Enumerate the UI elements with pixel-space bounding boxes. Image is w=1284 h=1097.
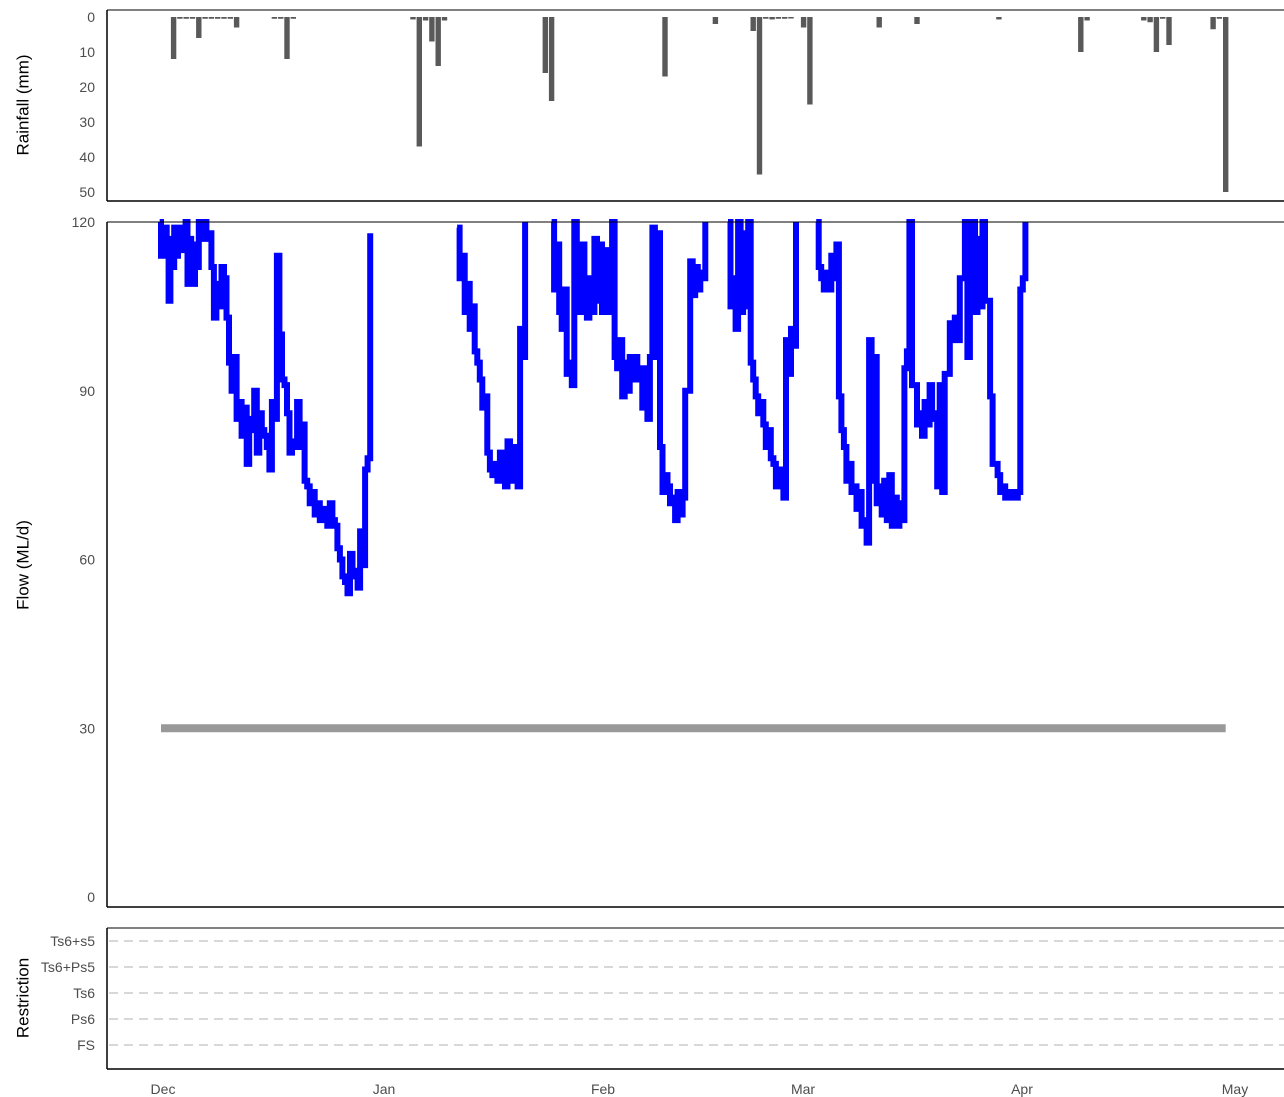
rainfall-panel: 0 10 20 30 40 50 Rainfall (mm) (13, 9, 1284, 202)
flow-y-tick-label: 30 (79, 720, 95, 736)
rainfall-bar (712, 17, 719, 24)
rainfall-bar (416, 17, 422, 147)
rainfall-bar (410, 17, 416, 20)
x-month-label: Apr (1011, 1081, 1033, 1097)
rainfall-y-tick-label: 40 (79, 149, 95, 165)
rainfall-bar (189, 17, 196, 19)
x-axis-month-labels: Dec Jan Feb Mar Apr May (151, 1081, 1249, 1097)
rainfall-bar (800, 17, 807, 28)
rainfall-bar (807, 17, 813, 105)
rainfall-y-ticks: 0 10 20 30 40 50 (79, 9, 95, 200)
restriction-category-label: Ts6 (73, 985, 95, 1001)
restriction-category-label: FS (77, 1037, 95, 1053)
rainfall-bar (215, 17, 221, 19)
rainfall-bar (1141, 17, 1147, 21)
rainfall-bar (208, 17, 215, 19)
rainfall-bar (1084, 17, 1090, 21)
flow-line (551, 219, 709, 524)
rainfall-bar (1216, 17, 1223, 19)
rainfall-bar (782, 17, 788, 19)
rainfall-bar (914, 17, 920, 24)
x-month-label: Jan (373, 1081, 396, 1097)
restriction-panel: Ts6+s5 Ts6+Ps5 Ts6 Ps6 FS Restriction (13, 927, 1284, 1070)
x-month-label: Mar (791, 1081, 815, 1097)
x-month-label: May (1222, 1081, 1248, 1097)
rainfall-bars (170, 17, 1229, 192)
rainfall-bar (763, 17, 769, 19)
flow-y-tick-label: 0 (87, 889, 95, 905)
rainfall-bar (170, 17, 177, 59)
rainfall-bar (227, 17, 233, 19)
rainfall-bar (233, 17, 240, 28)
rainfall-bar (662, 17, 668, 77)
rainfall-bar (1160, 17, 1166, 19)
x-month-label: Feb (591, 1081, 615, 1097)
rainfall-bar (202, 17, 208, 19)
flow-y-tick-label: 60 (79, 552, 95, 568)
flow-panel: 0 30 60 90 120 Flow (ML/d) (13, 214, 1284, 908)
rainfall-bar (775, 17, 782, 19)
rainfall-y-tick-label: 20 (79, 79, 95, 95)
rainfall-bar (1210, 17, 1216, 30)
rainfall-y-tick-label: 10 (79, 44, 95, 60)
rainfall-bar (1153, 17, 1160, 52)
flow-y-tick-label: 120 (72, 214, 96, 230)
rainfall-bar (435, 17, 441, 66)
rainfall-bar (422, 17, 429, 21)
rainfall-y-tick-label: 0 (87, 9, 95, 25)
restriction-category-label: Ps6 (71, 1011, 95, 1027)
rainfall-bar (429, 17, 435, 42)
rainfall-bar (177, 17, 183, 19)
rainfall-bar (756, 17, 763, 175)
rainfall-bar (1147, 17, 1153, 23)
rainfall-bar (996, 17, 1002, 20)
rainfall-bar (1223, 17, 1229, 192)
rainfall-y-tick-label: 50 (79, 184, 95, 200)
rainfall-y-tick-label: 30 (79, 114, 95, 130)
x-month-label: Dec (151, 1081, 176, 1097)
rainfall-bar (1166, 17, 1172, 45)
rainfall-bar (769, 17, 775, 20)
restriction-category-label: Ts6+s5 (50, 933, 95, 949)
rainfall-bar (750, 17, 756, 31)
rainfall-bar (542, 17, 548, 73)
rainfall-bar (788, 17, 794, 19)
flow-y-ticks: 0 30 60 90 120 (72, 214, 96, 905)
restriction-y-axis-title: Restriction (13, 958, 32, 1038)
rainfall-bar (441, 17, 448, 21)
restriction-category-label: Ts6+Ps5 (41, 959, 95, 975)
restriction-gridlines (109, 940, 1284, 1046)
rainfall-bar (284, 17, 290, 59)
rainfall-bar (221, 17, 227, 19)
rainfall-bar (876, 17, 882, 28)
flow-y-tick-label: 90 (79, 383, 95, 399)
flow-line (815, 219, 1029, 546)
flow-line (456, 222, 529, 490)
rainfall-y-axis-title: Rainfall (mm) (13, 54, 32, 155)
rainfall-bar (196, 17, 202, 38)
rainfall-bar (278, 17, 284, 19)
flow-y-axis-title: Flow (ML/d) (13, 520, 32, 610)
flow-line (158, 219, 374, 597)
rainfall-bar (290, 17, 296, 19)
rainfall-bar (548, 17, 555, 101)
rainfall-bar (271, 17, 278, 19)
restriction-y-ticks: Ts6+s5 Ts6+Ps5 Ts6 Ps6 FS (41, 933, 95, 1053)
rainfall-bar (1078, 17, 1084, 52)
rainfall-bar (183, 17, 189, 19)
